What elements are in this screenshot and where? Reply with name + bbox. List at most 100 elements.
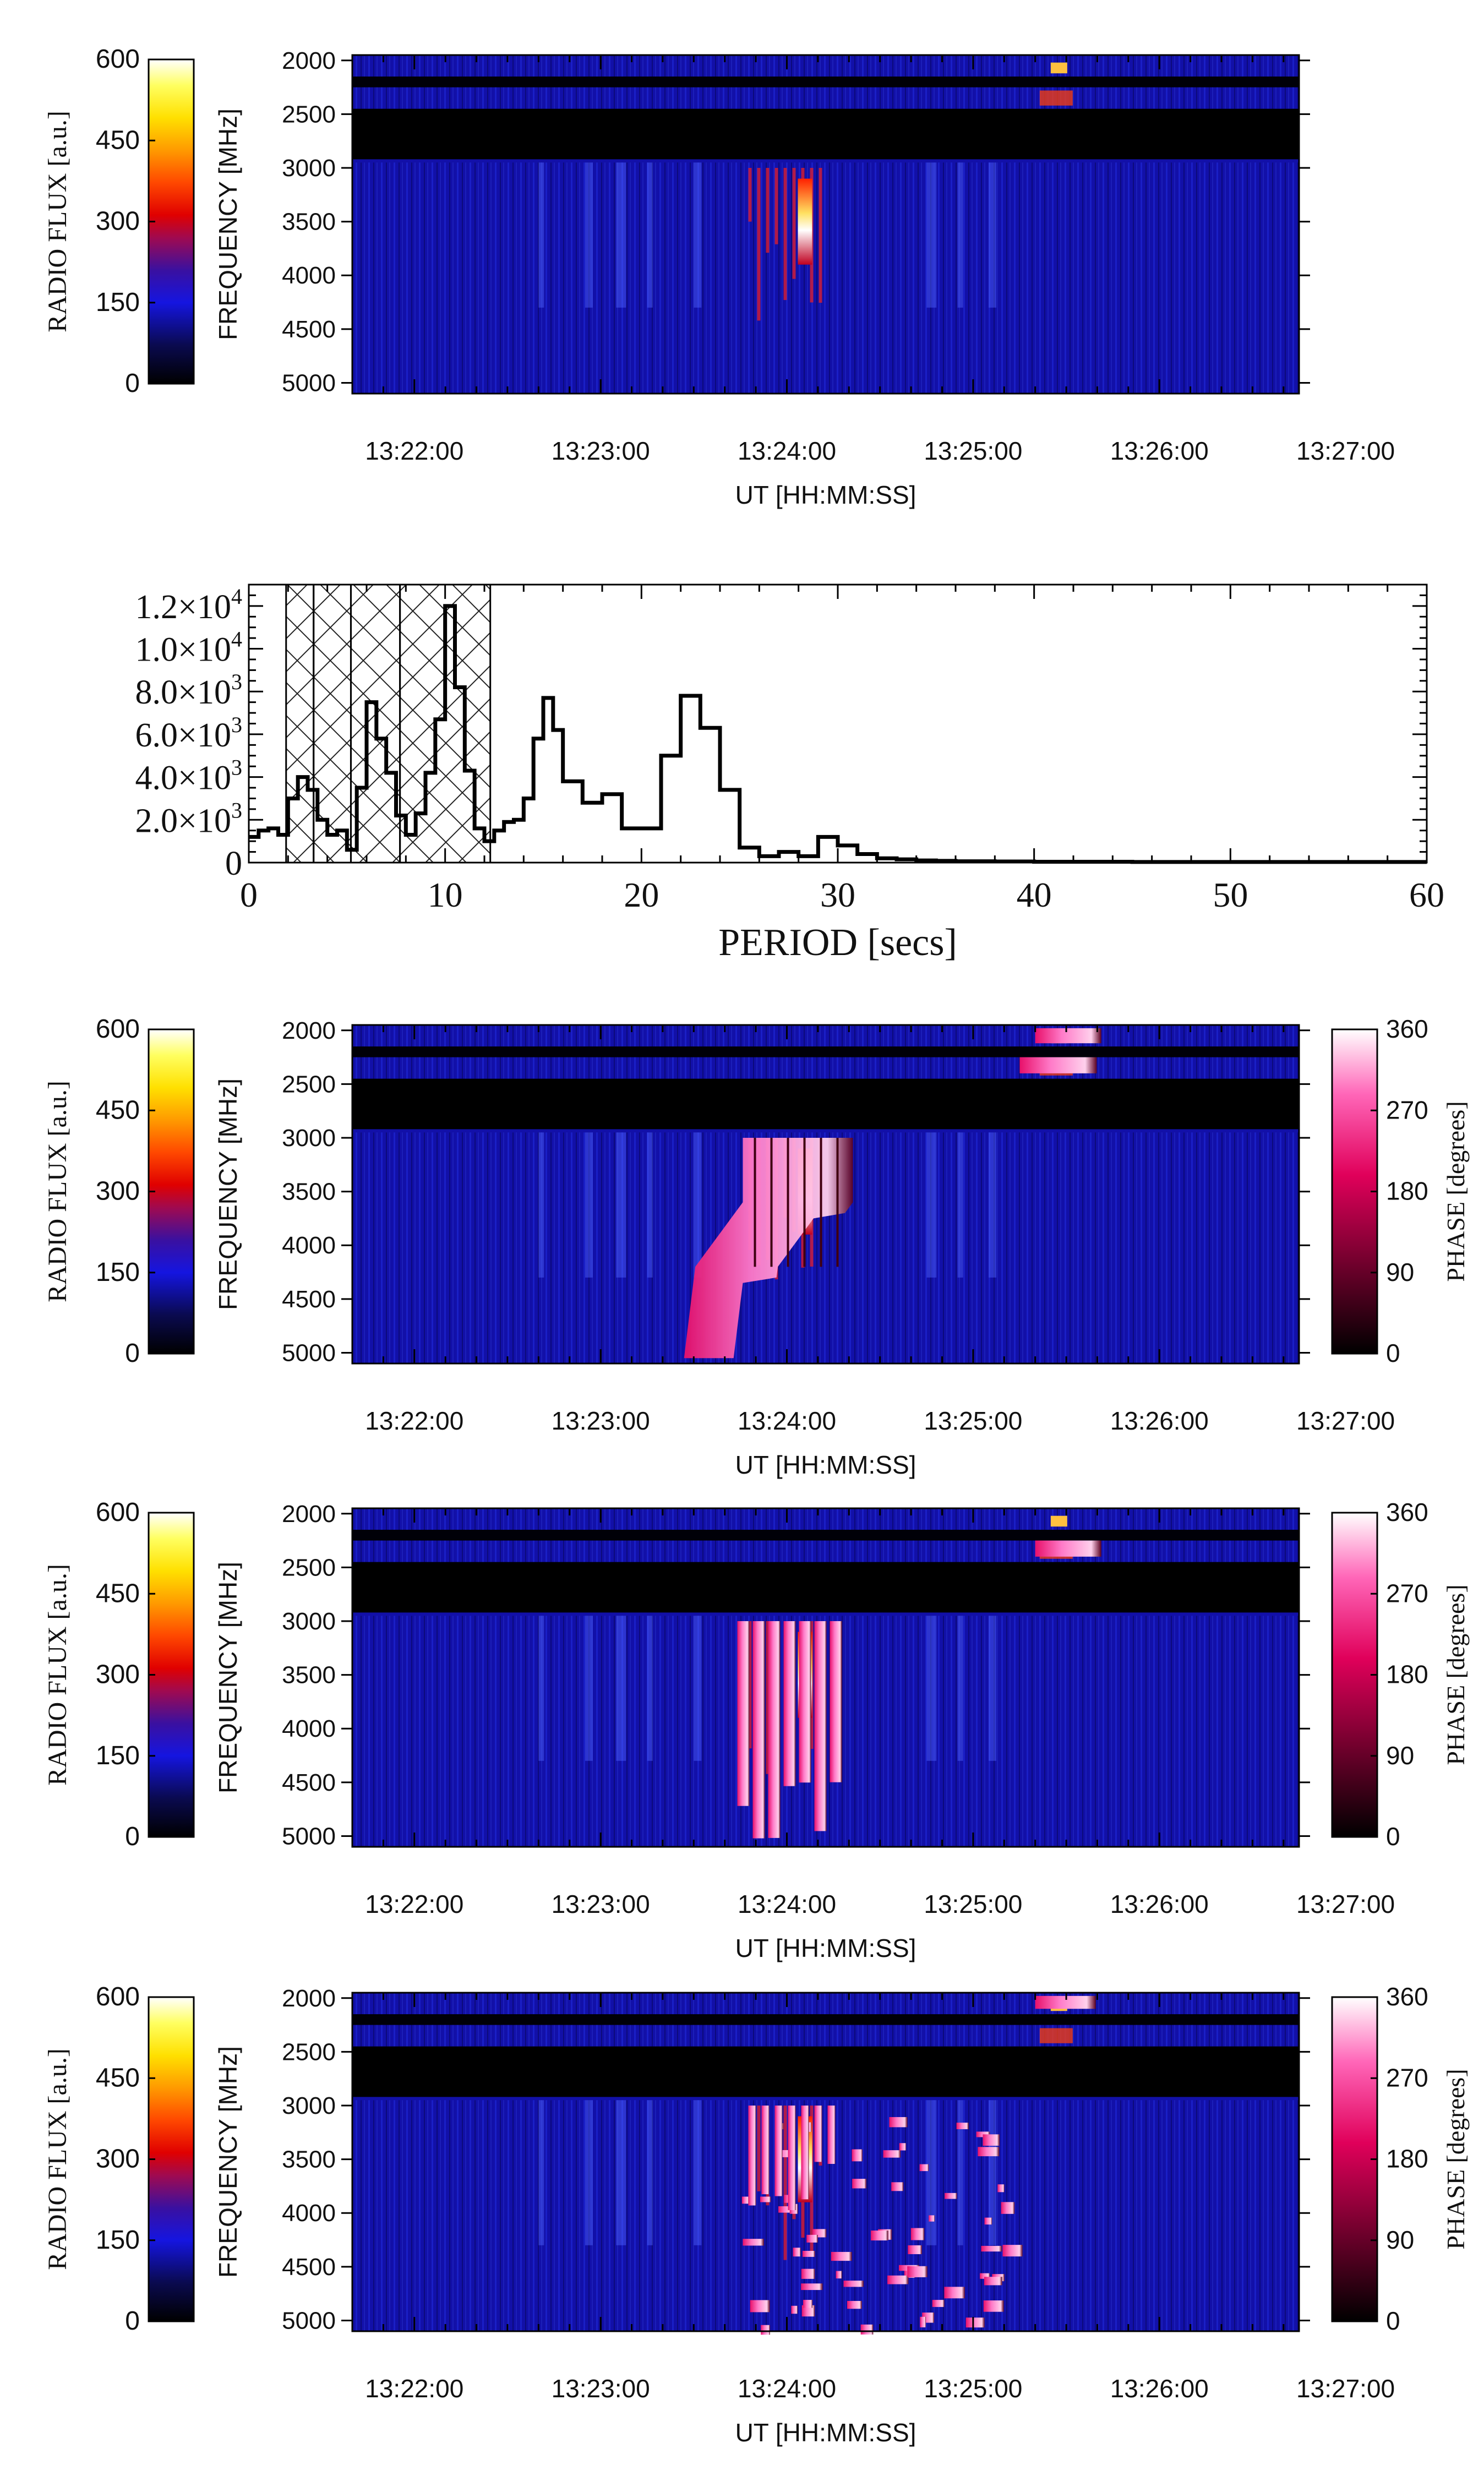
emission-streak <box>926 1616 937 1761</box>
phase-wrap-line <box>803 1138 806 1267</box>
colorbar-tick-label: 360 <box>1386 1498 1428 1526</box>
x-tick-label: 13:22:00 <box>365 1890 463 1918</box>
phase-overlay-strip <box>737 1621 750 1806</box>
phase-overlay-patch <box>945 2193 957 2199</box>
phase-overlay-patch <box>983 2134 1000 2146</box>
phase-overlay-patch <box>802 2250 815 2257</box>
y-axis-label: FREQUENCY [MHz] <box>214 1562 242 1793</box>
phase-overlay-patch <box>852 2179 867 2189</box>
phase-overlay-patch <box>920 2316 926 2327</box>
power-series-line <box>249 604 1427 864</box>
phase-overlay-upper <box>1035 1540 1101 1557</box>
x-tick-label: 13:27:00 <box>1296 2374 1395 2403</box>
phase-overlay-patch <box>944 2287 965 2299</box>
x-tick-label: 13:23:00 <box>552 1406 650 1435</box>
y-axis-label: FREQUENCY [MHz] <box>214 2046 242 2278</box>
x-tick-label: 13:23:00 <box>552 2374 650 2403</box>
phase-wrap-line <box>770 1138 773 1267</box>
emission-streak <box>647 162 653 308</box>
colorbar-tick-label: 180 <box>1386 2145 1428 2173</box>
y-tick-mantissa: 1.2×10 <box>135 588 231 626</box>
phase-overlay-patch <box>803 2300 813 2308</box>
spectrum-texture <box>352 2100 1299 2331</box>
colorbar-tick-label: 300 <box>96 1660 140 1689</box>
x-tick-label: 10 <box>428 875 463 914</box>
x-tick-label: 13:24:00 <box>738 437 836 465</box>
phase-overlay-strip <box>814 2106 822 2162</box>
y-tick-label: 2500 <box>282 2038 336 2065</box>
data-gap-band <box>352 1562 1299 1613</box>
y-tick-label: 4500 <box>282 316 336 343</box>
phase-overlay-strip <box>827 2106 836 2164</box>
phase-overlay-patch <box>984 2217 992 2225</box>
colorbar-tick-label: 180 <box>1386 1177 1428 1206</box>
x-tick-label: 13:25:00 <box>924 1406 1022 1435</box>
hatched-band <box>285 583 315 864</box>
x-tick-label: 13:26:00 <box>1110 437 1209 465</box>
emission-streak <box>694 1616 702 1761</box>
upper-burst <box>1050 1515 1067 1527</box>
phase-overlay-patch <box>871 2231 888 2241</box>
x-tick-label: 13:25:00 <box>924 437 1022 465</box>
burst-filament <box>766 1621 770 1774</box>
y-tick-label: 2000 <box>282 47 336 74</box>
data-gap-band-thin <box>352 1530 1299 1541</box>
y-tick-exponent: 3 <box>231 712 242 737</box>
colorbar-tick-label: 0 <box>125 1822 140 1851</box>
emission-streak <box>585 162 593 308</box>
y-tick-label: 2500 <box>282 1554 336 1581</box>
y-tick-exponent: 4 <box>231 627 242 652</box>
colorbar-label: PHASE [degrees] <box>1442 2069 1470 2249</box>
y-tick-label: 2000 <box>282 1985 336 2012</box>
spectrum-texture <box>352 162 1299 394</box>
colorbar-tick-label: 360 <box>1386 1982 1428 2011</box>
y-tick-label: 3500 <box>282 209 336 236</box>
phase-overlay-patch <box>899 2143 907 2151</box>
data-gap-band-thin <box>352 1046 1299 1057</box>
phase-overlay-strip <box>801 2106 809 2200</box>
phase-overlay-patch <box>831 2251 852 2261</box>
plot-frame <box>351 1992 1300 2332</box>
colorbar-tick-label: 450 <box>96 1095 140 1125</box>
phase-overlay-patch <box>760 2196 771 2202</box>
phase-overlay-upper <box>1035 1028 1101 1044</box>
emission-streak <box>694 162 702 308</box>
y-tick-label: 2.0×103 <box>135 798 242 839</box>
colorbar-tick-label: 300 <box>96 207 140 236</box>
y-tick-mantissa: 8.0×10 <box>135 674 231 711</box>
colorbar-label: RADIO FLUX [a.u.] <box>43 1081 72 1302</box>
emission-streak <box>616 1616 626 1761</box>
x-tick-label: 60 <box>1409 875 1444 914</box>
y-tick-label: 4.0×103 <box>135 755 242 797</box>
y-tick-exponent: 3 <box>231 755 242 780</box>
emission-streak <box>585 1132 593 1278</box>
y-tick-label: 5000 <box>282 1823 336 1850</box>
phase-wrap-line <box>787 1138 789 1267</box>
y-tick-label: 3000 <box>282 155 336 182</box>
phase-overlay-patch <box>791 2305 798 2314</box>
colorbar-tick-label: 150 <box>96 1258 140 1287</box>
colorbar-label: PHASE [degrees] <box>1442 1584 1470 1765</box>
phase-overlay-patch <box>978 2147 1000 2157</box>
y-tick-label: 5000 <box>282 369 336 396</box>
phase-overlay-strip <box>814 1621 827 1831</box>
colorbar-tick-label: 0 <box>125 1339 140 1368</box>
x-tick-label: 13:27:00 <box>1296 1890 1395 1918</box>
phase-overlay-patch <box>929 2215 935 2222</box>
phase-overlay-strip <box>768 1621 781 1838</box>
burst-filament <box>783 2106 787 2260</box>
colorbar-label: RADIO FLUX [a.u.] <box>43 2048 72 2270</box>
y-tick-label: 4500 <box>282 1286 336 1313</box>
plot-frame <box>351 1507 1300 1848</box>
phase-overlay-patch <box>980 2273 990 2279</box>
colorbar-tick-label: 270 <box>1386 2063 1428 2092</box>
y-tick-mantissa: 4.0×10 <box>135 760 231 797</box>
phase-overlay-strip <box>788 2106 796 2210</box>
emission-streak <box>647 1616 653 1761</box>
data-gap-band <box>352 2046 1299 2097</box>
y-axis-label: FREQUENCY [MHz] <box>214 1078 242 1310</box>
x-axis-label: UT [HH:MM:SS] <box>735 481 916 509</box>
emission-streak <box>694 1132 702 1278</box>
colorbar-tick-label: 600 <box>96 1498 140 1527</box>
